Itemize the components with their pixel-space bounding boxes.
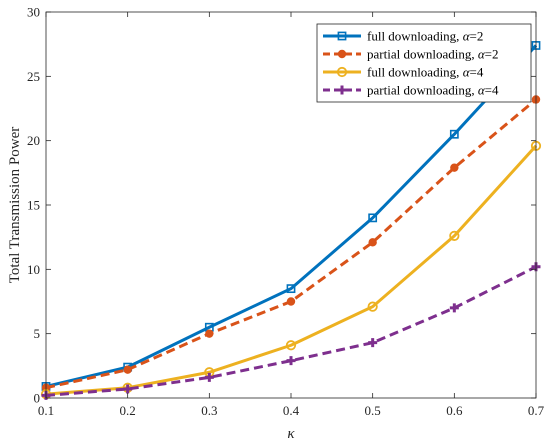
data-point	[368, 338, 378, 348]
legend-marker	[337, 49, 347, 59]
y-tick-label: 25	[27, 69, 40, 84]
x-tick-label: 0.2	[120, 403, 136, 418]
y-tick-label: 15	[27, 198, 40, 213]
data-point	[368, 213, 378, 223]
legend-label: full downloading, α=4	[367, 65, 484, 80]
axes-layer: 0.1 0.2 0.3 0.4 0.5 0.6 0.7 0 5 10 15 20 25 30	[27, 5, 545, 419]
x-tick-label: 0.6	[446, 403, 463, 418]
data-point	[205, 329, 214, 338]
x-tick-label: 0.5	[365, 403, 381, 418]
data-point	[450, 163, 459, 172]
legend-entry-1: full downloading, α=2	[323, 29, 483, 44]
legend-marker	[336, 66, 348, 78]
y-tick-label: 0	[34, 391, 41, 406]
series-layer	[40, 41, 542, 400]
data-point	[286, 284, 296, 294]
data-point	[449, 303, 459, 313]
data-point	[123, 365, 132, 374]
legend-entry-4: partial downloading, α=4	[323, 83, 499, 98]
data-point	[285, 340, 297, 351]
legend-label: partial downloading, α=2	[367, 47, 499, 62]
data-point	[286, 297, 296, 306]
x-axis-title: κ	[287, 426, 295, 442]
data-point	[367, 301, 378, 312]
legend-marker	[337, 85, 347, 95]
y-tick-label: 20	[27, 133, 40, 148]
y-tick-label: 30	[27, 5, 40, 20]
y-tick-label: 5	[34, 326, 41, 341]
y-axis-title: Total Transmission Power	[7, 127, 23, 283]
legend-label: full downloading, α=2	[367, 29, 483, 44]
data-point	[204, 372, 214, 382]
legend-entry-3: full downloading, α=4	[323, 65, 484, 80]
data-point	[286, 356, 296, 366]
x-tick-label: 0.4	[283, 403, 300, 418]
y-tick-label: 10	[27, 262, 40, 277]
legend-marker	[337, 31, 347, 41]
x-tick-label: 0.1	[38, 403, 54, 418]
data-point	[123, 384, 133, 394]
legend-label: partial downloading, α=4	[367, 83, 499, 98]
x-tick-label: 0.3	[201, 403, 217, 418]
data-point	[449, 230, 460, 241]
data-point	[449, 129, 459, 139]
data-point	[368, 238, 377, 247]
legend-entry-2: partial downloading, α=2	[323, 47, 499, 62]
x-tick-label: 0.7	[528, 403, 545, 418]
legend: full downloading, α=2 partial downloading…	[316, 23, 532, 103]
